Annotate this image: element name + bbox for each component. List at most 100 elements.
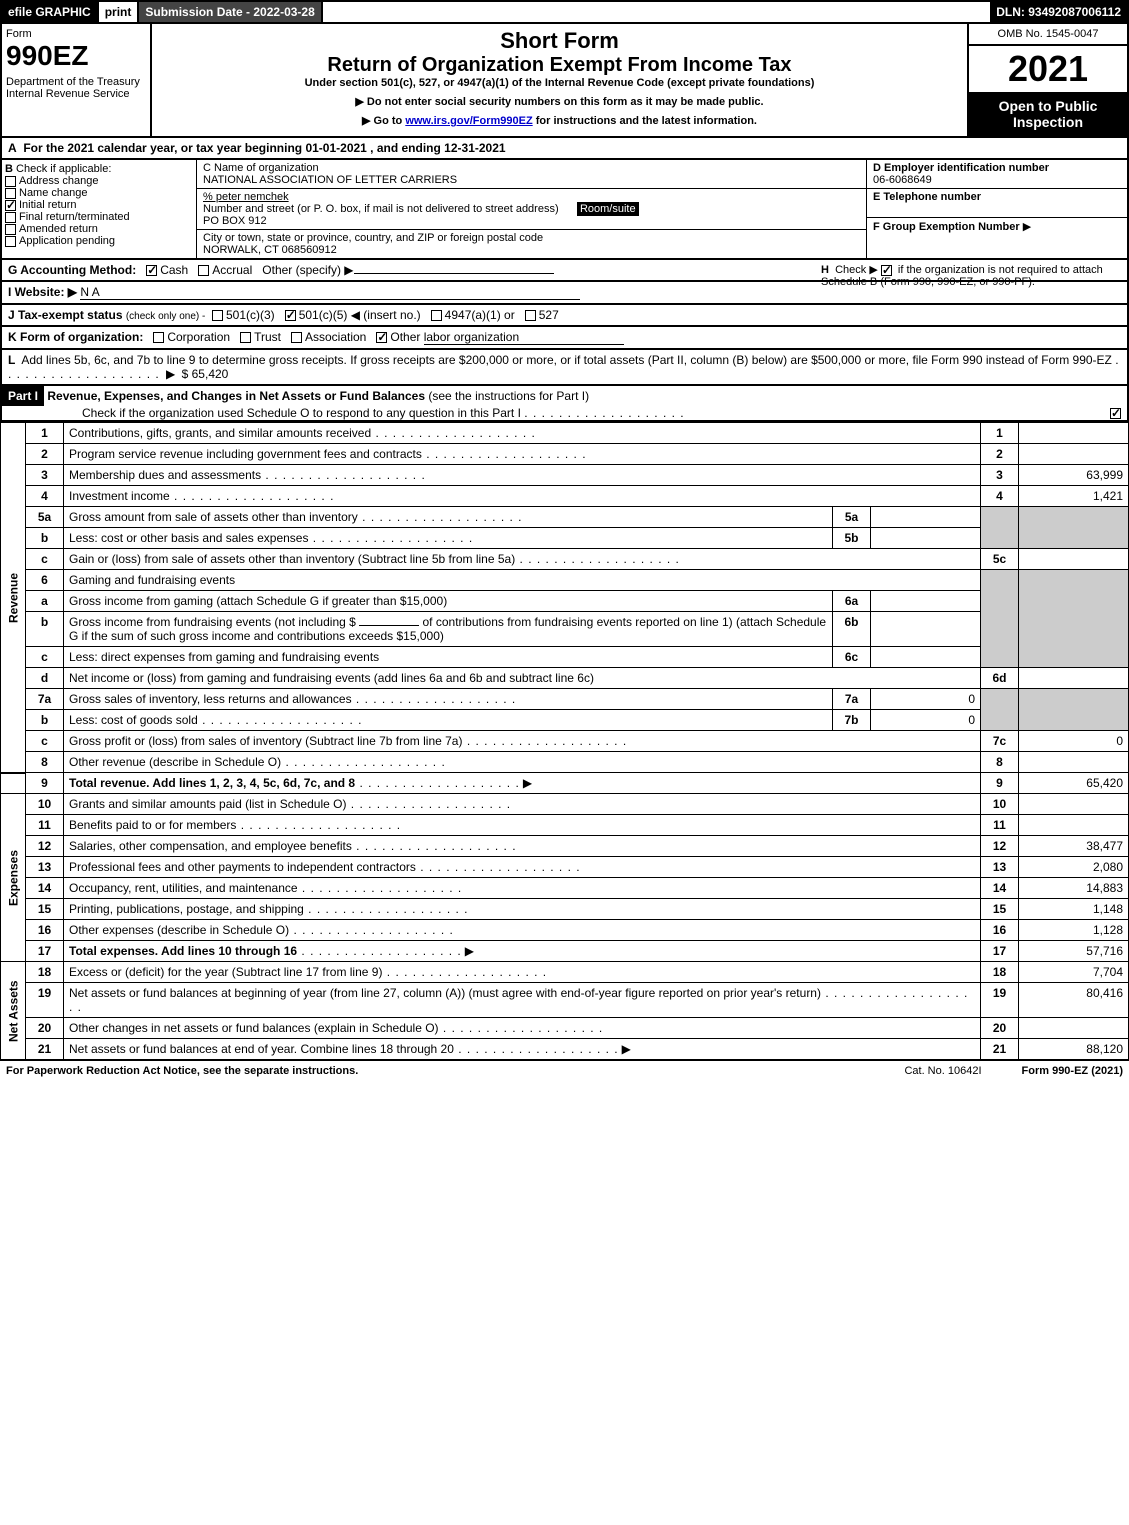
txt-5b: Less: cost or other basis and sales expe… xyxy=(69,531,308,545)
txt-6c: Less: direct expenses from gaming and fu… xyxy=(69,650,379,664)
line-13: 13Professional fees and other payments t… xyxy=(1,857,1129,878)
txt-18: Excess or (deficit) for the year (Subtra… xyxy=(69,965,382,979)
cb-schedule-o[interactable] xyxy=(1110,408,1121,419)
department-label: Department of the Treasury Internal Reve… xyxy=(6,76,146,100)
box-16: 16 xyxy=(981,920,1019,941)
short-form-label: Short Form xyxy=(156,28,963,54)
top-bar: efile GRAPHIC print Submission Date - 20… xyxy=(0,0,1129,24)
txt-6: Gaming and fundraising events xyxy=(64,570,981,591)
val-1 xyxy=(1019,423,1129,444)
txt-15: Printing, publications, postage, and shi… xyxy=(69,902,304,916)
b-label: B xyxy=(5,163,13,175)
box-19: 19 xyxy=(981,983,1019,1018)
line-7c: cGross profit or (loss) from sales of in… xyxy=(1,731,1129,752)
insetval-7a: 0 xyxy=(871,689,981,710)
line-19: 19Net assets or fund balances at beginni… xyxy=(1,983,1129,1018)
txt-17: Total expenses. Add lines 10 through 16 xyxy=(69,944,297,958)
txt-20: Other changes in net assets or fund bala… xyxy=(69,1021,439,1035)
dots-20 xyxy=(439,1021,604,1035)
line-6d: dNet income or (loss) from gaming and fu… xyxy=(1,668,1129,689)
txt-9: Total revenue. Add lines 1, 2, 3, 4, 5c,… xyxy=(69,776,355,790)
box-5c: 5c xyxy=(981,549,1019,570)
ln-1: 1 xyxy=(26,423,64,444)
form-label: Form xyxy=(6,28,146,40)
side-blank-9 xyxy=(1,773,26,794)
instruction-2: ▶ Go to www.irs.gov/Form990EZ for instru… xyxy=(156,114,963,127)
section-c: C Name of organization NATIONAL ASSOCIAT… xyxy=(197,160,867,258)
cb-initial-return[interactable] xyxy=(5,200,16,211)
line-5a: 5aGross amount from sale of assets other… xyxy=(1,507,1129,528)
cb-cash[interactable] xyxy=(146,265,157,276)
val-10 xyxy=(1019,794,1129,815)
shaded-5b xyxy=(1019,507,1129,549)
txt-8: Other revenue (describe in Schedule O) xyxy=(69,755,281,769)
inset-6c: 6c xyxy=(833,647,871,668)
box-3: 3 xyxy=(981,465,1019,486)
street-label: Number and street (or P. O. box, if mail… xyxy=(203,203,559,215)
dots-5c xyxy=(515,552,680,566)
side-revenue: Revenue xyxy=(1,423,26,773)
inset-5a: 5a xyxy=(833,507,871,528)
street-value: PO BOX 912 xyxy=(203,215,267,227)
lbl-address-change: Address change xyxy=(19,175,99,187)
section-j: J Tax-exempt status (check only one) - 5… xyxy=(0,305,1129,327)
line-11: 11Benefits paid to or for members11 xyxy=(1,815,1129,836)
box-14: 14 xyxy=(981,878,1019,899)
cb-4947[interactable] xyxy=(431,310,442,321)
efile-label: efile GRAPHIC xyxy=(2,2,99,22)
val-19: 80,416 xyxy=(1019,983,1129,1018)
cb-corp[interactable] xyxy=(153,332,164,343)
omb-number: OMB No. 1545-0047 xyxy=(969,24,1127,46)
org-name: NATIONAL ASSOCIATION OF LETTER CARRIERS xyxy=(203,174,457,186)
cb-schedule-b[interactable] xyxy=(881,265,892,276)
txt-7c: Gross profit or (loss) from sales of inv… xyxy=(69,734,462,748)
dln-number: DLN: 93492087006112 xyxy=(990,2,1127,22)
cb-application-pending[interactable] xyxy=(5,236,16,247)
dots-5b xyxy=(308,531,473,545)
cb-501c[interactable] xyxy=(285,310,296,321)
line-15: 15 Printing, publications, postage, and s… xyxy=(1,899,1129,920)
print-button[interactable]: print xyxy=(99,2,140,22)
l-text: Add lines 5b, 6c, and 7b to line 9 to de… xyxy=(21,353,1112,367)
line-8: 8Other revenue (describe in Schedule O) … xyxy=(1,752,1129,773)
cb-address-change[interactable] xyxy=(5,176,16,187)
cb-527[interactable] xyxy=(525,310,536,321)
6b-blank xyxy=(359,625,419,626)
cb-assoc[interactable] xyxy=(291,332,302,343)
cb-501c3[interactable] xyxy=(212,310,223,321)
insetval-6b xyxy=(871,612,981,647)
lbl-corp: Corporation xyxy=(167,330,230,344)
cb-trust[interactable] xyxy=(240,332,251,343)
dots-4 xyxy=(170,489,335,503)
cb-accrual[interactable] xyxy=(198,265,209,276)
section-a: A For the 2021 calendar year, or tax yea… xyxy=(0,138,1129,160)
header-left: Form 990EZ Department of the Treasury In… xyxy=(2,24,152,136)
arrow-21-icon xyxy=(619,1042,634,1056)
box-6d: 6d xyxy=(981,668,1019,689)
line-21: 21Net assets or fund balances at end of … xyxy=(1,1039,1129,1060)
val-15: 1,148 xyxy=(1019,899,1129,920)
lbl-501c-prefix: 501(c)( xyxy=(299,308,337,322)
txt-6d: Net income or (loss) from gaming and fun… xyxy=(69,671,594,685)
cb-amended-return[interactable] xyxy=(5,224,16,235)
txt-4: Investment income xyxy=(69,489,170,503)
irs-link[interactable]: www.irs.gov/Form990EZ xyxy=(405,115,532,127)
txt-7a: Gross sales of inventory, less returns a… xyxy=(69,692,352,706)
cb-final-return[interactable] xyxy=(5,212,16,223)
other-method-input[interactable] xyxy=(354,273,554,274)
room-label: Room/suite xyxy=(577,202,639,216)
dots-2 xyxy=(422,447,587,461)
e-label: E Telephone number xyxy=(873,191,981,203)
dots-15 xyxy=(304,902,469,916)
section-b: B Check if applicable: Address change Na… xyxy=(2,160,197,258)
b-heading: Check if applicable: xyxy=(16,163,111,175)
line-1: Revenue 1 Contributions, gifts, grants, … xyxy=(1,423,1129,444)
box-15: 15 xyxy=(981,899,1019,920)
form-header: Form 990EZ Department of the Treasury In… xyxy=(0,24,1129,138)
inst2-prefix: ▶ Go to xyxy=(362,115,405,127)
cb-other-org[interactable] xyxy=(376,332,387,343)
other-org-value: labor organization xyxy=(424,330,624,345)
dots-12 xyxy=(352,839,517,853)
shaded-7 xyxy=(981,689,1019,731)
l-amount: $ 65,420 xyxy=(182,367,229,381)
